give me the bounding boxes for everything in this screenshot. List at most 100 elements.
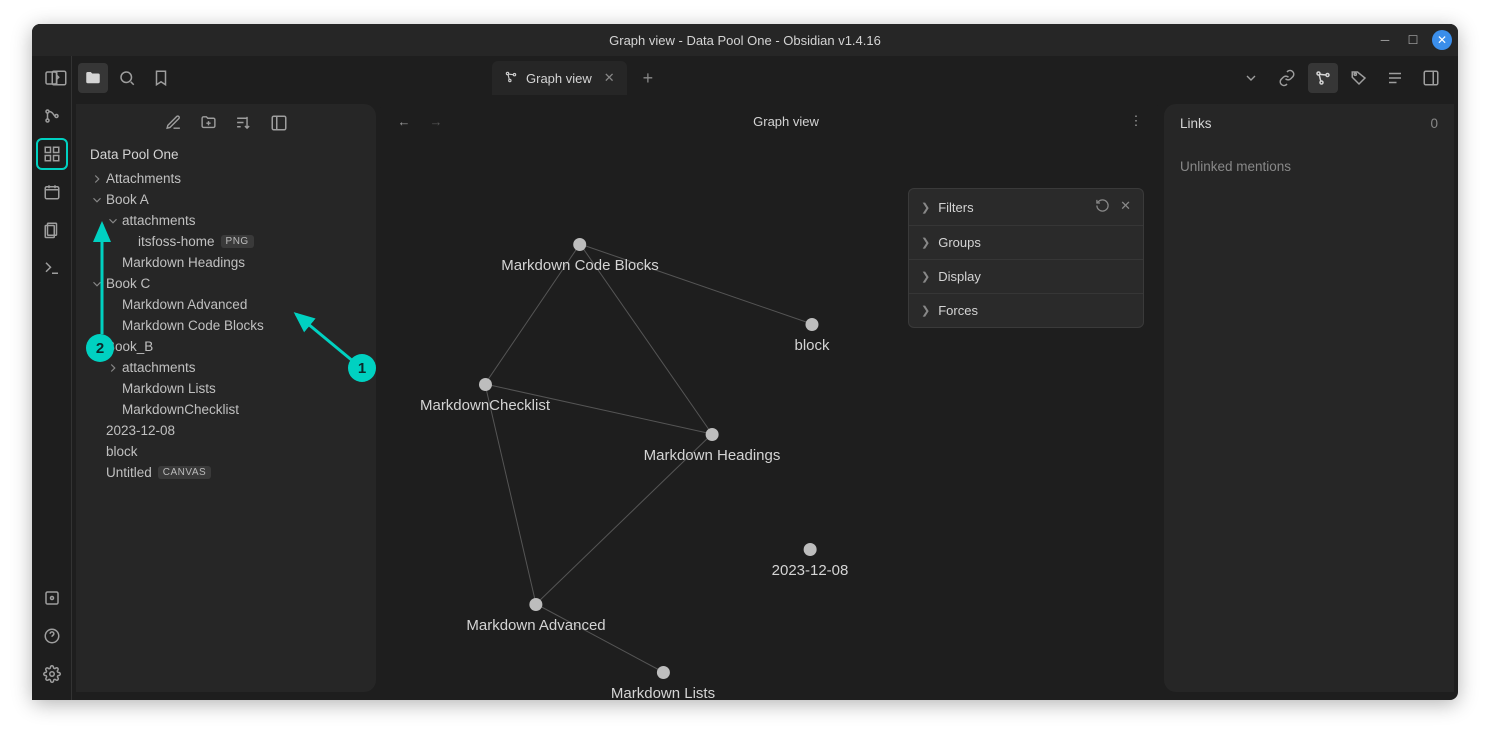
item-label: block xyxy=(106,444,138,459)
folder-item[interactable]: Attachments xyxy=(80,168,372,189)
item-label: attachments xyxy=(122,213,196,228)
folder-item[interactable]: attachments xyxy=(80,357,372,378)
file-item[interactable]: UntitledCANVAS xyxy=(80,462,372,483)
settings-icon[interactable] xyxy=(40,662,64,686)
graph-node[interactable]: Markdown Lists xyxy=(611,666,715,702)
nav-forward-icon[interactable]: → xyxy=(426,114,446,129)
item-label: 2023-12-08 xyxy=(106,423,175,438)
item-label: itsfoss-home xyxy=(138,234,215,249)
node-label: Markdown Lists xyxy=(611,685,715,702)
folder-item[interactable]: Book C xyxy=(80,273,372,294)
node-dot xyxy=(573,238,586,251)
collapse-icon[interactable] xyxy=(270,114,288,135)
new-folder-icon[interactable] xyxy=(200,114,217,135)
filter-label: Filters xyxy=(938,200,973,215)
window-title: Graph view - Data Pool One - Obsidian v1… xyxy=(609,33,881,48)
annotation-marker: 2 xyxy=(86,334,114,362)
dashboard-icon[interactable] xyxy=(40,142,64,166)
maximize-button[interactable]: ☐ xyxy=(1404,31,1422,49)
file-item[interactable]: 2023-12-08 xyxy=(80,420,372,441)
filter-section[interactable]: ❯ Forces xyxy=(909,294,1143,327)
vault-name[interactable]: Data Pool One xyxy=(76,141,376,166)
item-label: Attachments xyxy=(106,171,181,186)
close-tab-icon[interactable]: ✕ xyxy=(600,68,619,88)
reset-icon[interactable] xyxy=(1095,198,1110,216)
view-title: Graph view xyxy=(458,114,1114,129)
filter-label: Forces xyxy=(938,303,978,318)
collapse-icon[interactable] xyxy=(44,63,74,93)
tab-graph-view[interactable]: Graph view ✕ xyxy=(492,61,627,95)
node-label: 2023-12-08 xyxy=(772,562,849,579)
file-item[interactable]: itsfoss-home PNG xyxy=(80,231,372,252)
graph-canvas[interactable]: ❯ Filters ✕ ❯Groups ❯ Display ❯ Forces Markdown… xyxy=(380,138,1160,692)
graph-node[interactable]: Markdown Code Blocks xyxy=(501,238,659,274)
item-label: Markdown Headings xyxy=(122,255,245,270)
new-tab-button[interactable]: + xyxy=(633,64,664,93)
filter-section[interactable]: ❯ Display xyxy=(909,260,1143,294)
graph-controls: ❯ Filters ✕ ❯Groups ❯ Display ❯ Forces xyxy=(908,188,1144,328)
item-label: Book A xyxy=(106,192,149,207)
graph-node[interactable]: Markdown Headings xyxy=(644,428,781,464)
filter-section[interactable]: ❯ Filters ✕ xyxy=(909,189,1143,226)
chevron-right-icon: ❯ xyxy=(921,201,930,214)
file-explorer: Data Pool One Attachments Book A attachmen… xyxy=(76,104,376,692)
item-label: Book C xyxy=(106,276,150,291)
filter-section[interactable]: ❯Groups xyxy=(909,226,1143,260)
node-dot xyxy=(806,318,819,331)
item-label: Untitled xyxy=(106,465,152,480)
node-dot xyxy=(706,428,719,441)
nav-back-icon[interactable]: ← xyxy=(394,114,414,129)
right-panel: Links 0 Unlinked mentions xyxy=(1164,104,1454,692)
titlebar: Graph view - Data Pool One - Obsidian v1… xyxy=(32,24,1458,56)
expand-sidebar-icon[interactable] xyxy=(1416,63,1446,93)
close-button[interactable]: ✕ xyxy=(1432,30,1452,50)
unlinked-mentions[interactable]: Unlinked mentions xyxy=(1180,159,1438,174)
graph-node[interactable]: MarkdownChecklist xyxy=(420,378,550,414)
folder-item[interactable]: Book_B xyxy=(80,336,372,357)
node-dot xyxy=(530,598,543,611)
graph-node[interactable]: block xyxy=(794,318,829,354)
links-count: 0 xyxy=(1430,116,1438,131)
folder-item[interactable]: Book A xyxy=(80,189,372,210)
node-dot xyxy=(478,378,491,391)
link-icon[interactable] xyxy=(1272,63,1302,93)
files-icon[interactable] xyxy=(40,218,64,242)
graph-node[interactable]: Markdown Advanced xyxy=(466,598,605,634)
sort-icon[interactable] xyxy=(235,114,252,135)
file-item[interactable]: Markdown Headings xyxy=(80,252,372,273)
close-icon[interactable]: ✕ xyxy=(1120,198,1131,216)
minimize-button[interactable]: ─ xyxy=(1376,31,1394,49)
node-label: block xyxy=(794,337,829,354)
new-note-icon[interactable] xyxy=(165,114,182,135)
file-item[interactable]: Markdown Code Blocks xyxy=(80,315,372,336)
bookmark-icon[interactable] xyxy=(146,63,176,93)
vault-icon[interactable] xyxy=(40,586,64,610)
chevron-down-icon[interactable] xyxy=(1236,63,1266,93)
command-icon[interactable] xyxy=(40,256,64,280)
file-item[interactable]: Markdown Advanced xyxy=(80,294,372,315)
tag-icon[interactable] xyxy=(1344,63,1374,93)
node-dot xyxy=(803,543,816,556)
file-badge: PNG xyxy=(221,235,254,248)
folder-icon[interactable] xyxy=(78,63,108,93)
outline-icon[interactable] xyxy=(1380,63,1410,93)
calendar-icon[interactable] xyxy=(40,180,64,204)
file-item[interactable]: Markdown Lists xyxy=(80,378,372,399)
editor-pane: ← → Graph view ⋮ ❯ Filters ✕ ❯Groups ❯ Displa… xyxy=(380,104,1160,692)
help-icon[interactable] xyxy=(40,624,64,648)
graph-node[interactable]: 2023-12-08 xyxy=(772,543,849,579)
file-item[interactable]: block xyxy=(80,441,372,462)
chevron-right-icon: ❯ xyxy=(921,270,930,283)
search-icon[interactable] xyxy=(112,63,142,93)
file-item[interactable]: MarkdownChecklist xyxy=(80,399,372,420)
item-label: Markdown Code Blocks xyxy=(122,318,264,333)
git-icon[interactable] xyxy=(40,104,64,128)
folder-item[interactable]: attachments xyxy=(80,210,372,231)
filter-label: Display xyxy=(938,269,981,284)
more-options-icon[interactable]: ⋮ xyxy=(1126,113,1146,129)
graph-icon[interactable] xyxy=(1308,63,1338,93)
app-window: Graph view - Data Pool One - Obsidian v1… xyxy=(32,24,1458,700)
chevron-right-icon: ❯ xyxy=(921,304,930,317)
item-label: attachments xyxy=(122,360,196,375)
annotation-marker: 1 xyxy=(348,354,376,382)
